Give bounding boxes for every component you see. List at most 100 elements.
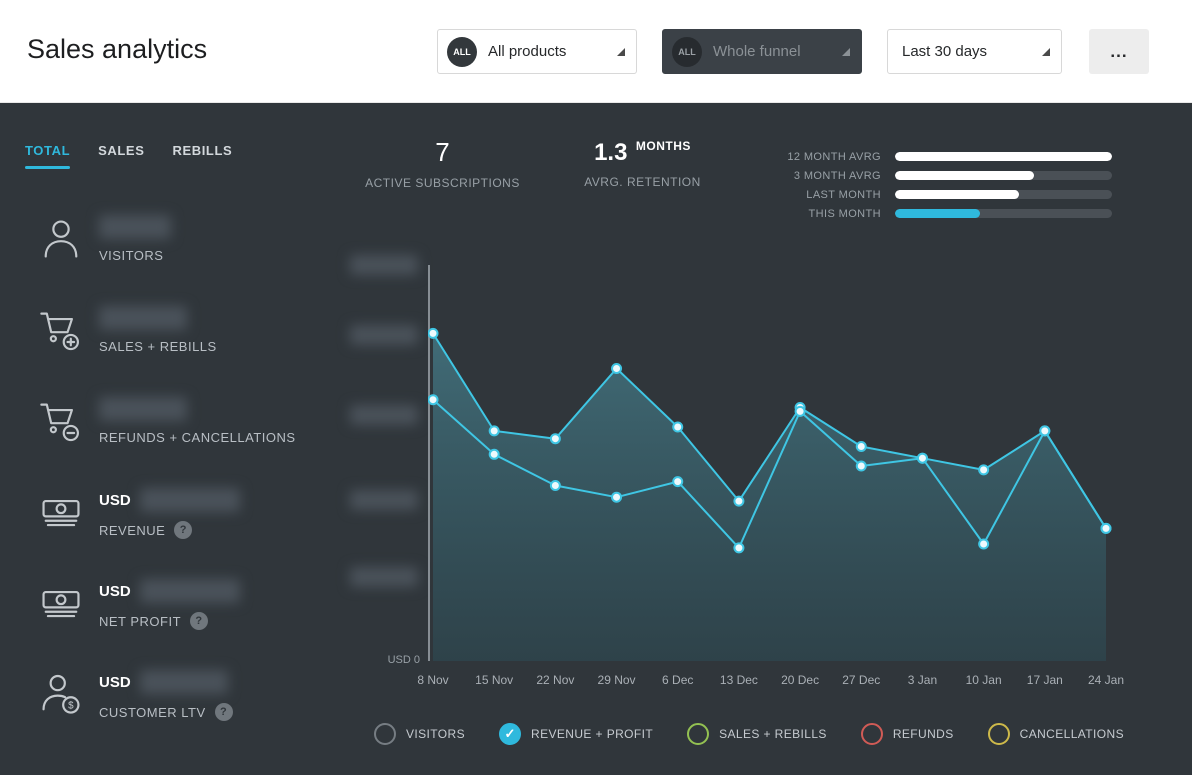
avg-label: 12 MONTH AVRG xyxy=(787,150,881,163)
header: Sales analytics ALL All products ALL Who… xyxy=(0,0,1192,103)
help-icon[interactable]: ? xyxy=(190,612,209,630)
svg-text:$: $ xyxy=(68,701,74,712)
legend-label: VISITORS xyxy=(406,727,465,741)
avg-row-3-month: 3 MONTH AVRG xyxy=(787,166,1112,185)
avg-bar-track xyxy=(895,171,1112,180)
redacted-y-tick xyxy=(350,490,418,510)
tab-bar: TOTAL SALES REBILLS xyxy=(25,143,232,169)
x-axis-label: 29 Nov xyxy=(597,673,636,687)
avg-row-this-month: THIS MONTH xyxy=(787,204,1112,223)
avg-row-last-month: LAST MONTH xyxy=(787,185,1112,204)
legend-label: SALES + REBILLS xyxy=(719,727,827,741)
x-axis-label: 10 Jan xyxy=(965,673,1002,687)
avg-retention-unit: MONTHS xyxy=(635,139,691,153)
metric-refunds-cancellations: REFUNDS + CANCELLATIONS xyxy=(25,395,355,486)
redacted-value xyxy=(139,670,228,694)
avg-label: THIS MONTH xyxy=(808,207,881,220)
legend-circle-icon xyxy=(860,723,883,745)
help-icon[interactable]: ? xyxy=(214,703,233,721)
redacted-y-tick xyxy=(350,325,418,345)
redacted-y-tick xyxy=(350,255,418,275)
metric-label: REFUNDS + CANCELLATIONS xyxy=(99,430,296,445)
active-subscriptions-stat: 7 ACTIVE SUBSCRIPTIONS xyxy=(360,137,525,190)
redacted-value xyxy=(139,579,240,603)
funnel-filter-dropdown[interactable]: ALL Whole funnel xyxy=(662,29,862,74)
metric-label: REVENUE xyxy=(99,522,166,538)
x-axis-label: 22 Nov xyxy=(536,673,575,687)
redacted-value xyxy=(99,306,187,330)
date-range-label: Last 30 days xyxy=(902,43,988,60)
product-filter-label: All products xyxy=(488,43,567,60)
avg-bar-track xyxy=(895,209,1112,218)
active-subscriptions-value: 7 xyxy=(435,137,450,167)
legend-item-revenue-profit[interactable]: REVENUE + PROFIT xyxy=(499,723,653,745)
chevron-down-icon xyxy=(617,47,625,56)
x-axis-label: 3 Jan xyxy=(907,673,938,687)
sales-chart: USD 0 8 Nov 15 Nov 22 Nov 29 Nov 6 Dec 13 Dec… xyxy=(348,253,1124,723)
legend-item-refunds[interactable]: REFUNDS xyxy=(860,723,954,745)
avg-row-12-month: 12 MONTH AVRG xyxy=(787,147,1112,166)
x-axis-label: 20 Dec xyxy=(781,673,820,687)
tab-rebills[interactable]: REBILLS xyxy=(172,143,233,158)
customer-dollar-icon: $ xyxy=(37,670,85,718)
help-icon[interactable]: ? xyxy=(174,521,193,539)
metric-sales-rebills: SALES + REBILLS xyxy=(25,304,355,395)
redacted-value xyxy=(99,215,171,239)
tab-sales[interactable]: SALES xyxy=(98,143,145,158)
chevron-down-icon xyxy=(842,47,850,56)
cart-plus-icon xyxy=(37,306,85,354)
legend-circle-icon xyxy=(374,723,396,745)
metric-label: CUSTOMER LTV xyxy=(99,704,206,720)
legend-label: REFUNDS xyxy=(892,727,954,741)
avg-retention-value: 1.3 xyxy=(594,139,628,166)
x-axis-label: 24 Jan xyxy=(1087,673,1125,687)
avg-bar-track xyxy=(895,190,1112,199)
x-axis-label: 13 Dec xyxy=(719,673,758,687)
tab-total[interactable]: TOTAL xyxy=(25,143,71,169)
redacted-value xyxy=(99,397,187,421)
currency-label: USD xyxy=(99,582,131,600)
metric-label: SALES + REBILLS xyxy=(99,339,217,354)
more-options-button[interactable]: ... xyxy=(1089,29,1149,74)
legend-item-sales-rebills[interactable]: SALES + REBILLS xyxy=(687,723,827,745)
x-axis-label: 8 Nov xyxy=(417,673,449,687)
monthly-averages: 12 MONTH AVRG 3 MONTH AVRG LAST MONTH TH… xyxy=(787,147,1112,223)
redacted-y-tick xyxy=(350,567,418,587)
metric-label: NET PROFIT xyxy=(99,613,182,629)
cart-minus-icon xyxy=(37,397,85,445)
avg-retention-stat: 1.3 MONTHS AVRG. RETENTION xyxy=(555,139,730,189)
redacted-value xyxy=(139,488,240,512)
avg-bar-fill xyxy=(895,171,1034,180)
y-axis-zero-label: USD 0 xyxy=(387,654,420,666)
avg-label: LAST MONTH xyxy=(806,188,881,201)
legend-circle-icon xyxy=(987,723,1010,745)
legend-label: CANCELLATIONS xyxy=(1019,727,1124,741)
x-axis-label: 6 Dec xyxy=(662,673,694,687)
avg-retention-label: AVRG. RETENTION xyxy=(584,175,701,189)
product-filter-dropdown[interactable]: ALL All products xyxy=(437,29,637,74)
active-subscriptions-label: ACTIVE SUBSCRIPTIONS xyxy=(365,176,520,190)
date-range-dropdown[interactable]: Last 30 days xyxy=(887,29,1062,74)
avg-label: 3 MONTH AVRG xyxy=(793,169,881,182)
visitors-person-icon xyxy=(37,215,85,263)
legend-item-cancellations[interactable]: CANCELLATIONS xyxy=(987,723,1124,745)
legend-item-visitors[interactable]: VISITORS xyxy=(374,723,465,745)
x-axis-label: 15 Nov xyxy=(475,673,514,687)
x-axis-label: 27 Dec xyxy=(842,673,881,687)
chevron-down-icon xyxy=(1042,47,1050,56)
analytics-panel: TOTAL SALES REBILLS 7 ACTIVE SUBSCRIPTIO… xyxy=(0,103,1192,775)
all-funnel-badge: ALL xyxy=(672,36,702,67)
currency-label: USD xyxy=(99,673,131,691)
legend-circle-icon xyxy=(687,723,710,745)
chart-legend: VISITORS REVENUE + PROFIT SALES + REBILL… xyxy=(374,723,1124,745)
money-stack-icon xyxy=(37,488,85,536)
metric-customer-ltv: $ USD CUSTOMER LTV ? xyxy=(25,668,355,759)
avg-bar-fill xyxy=(895,152,1112,161)
metric-visitors: VISITORS xyxy=(25,213,355,304)
avg-bar-track xyxy=(895,152,1112,161)
avg-bar-fill xyxy=(895,209,980,218)
currency-label: USD xyxy=(99,491,131,509)
legend-check-circle-icon xyxy=(499,723,521,745)
funnel-filter-label: Whole funnel xyxy=(713,43,801,60)
